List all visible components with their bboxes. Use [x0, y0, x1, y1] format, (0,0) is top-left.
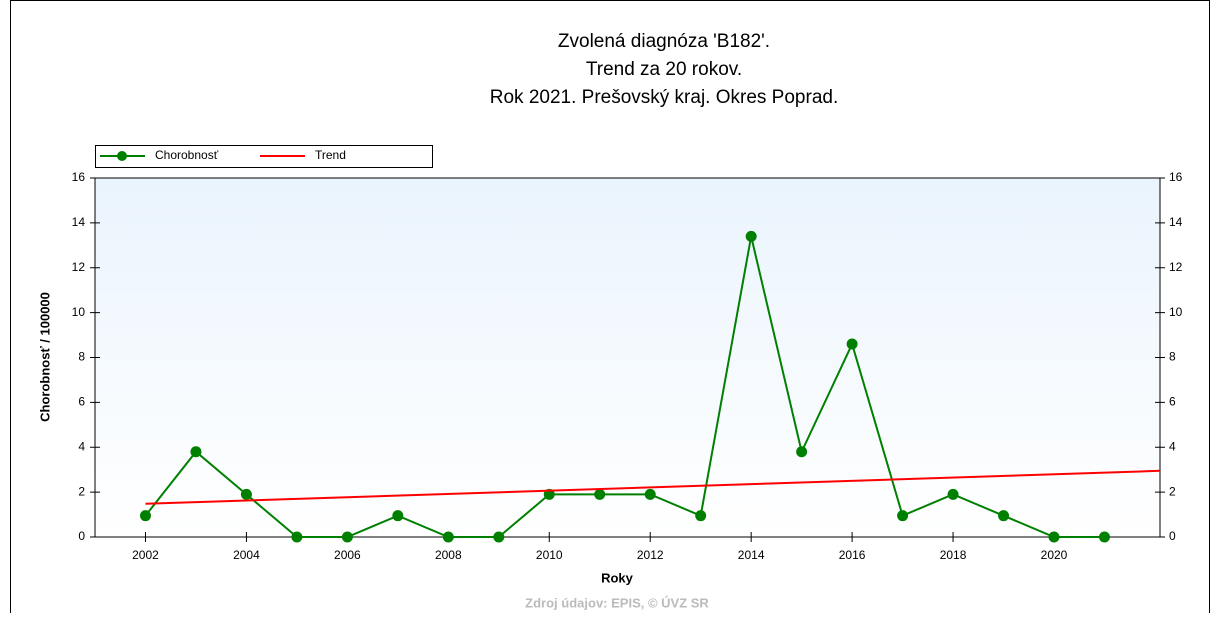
point	[291, 531, 303, 543]
y2-tick-label: 4	[1169, 439, 1176, 453]
y-tick-label: 6	[78, 395, 85, 409]
x-axis-label: Roky	[601, 570, 634, 585]
point	[897, 510, 909, 522]
x-tick-label: 2004	[233, 548, 260, 562]
chart-title: Trend za 20 rokov.	[586, 59, 742, 80]
x-tick-label: 2010	[536, 548, 563, 562]
y2-tick-label: 2	[1169, 484, 1176, 498]
point	[392, 510, 404, 522]
point	[644, 488, 656, 500]
series-line	[145, 469, 1161, 505]
y-tick-label: 0	[78, 529, 85, 543]
y2-tick-label: 14	[1169, 215, 1183, 229]
y-tick-label: 16	[72, 170, 86, 184]
plot-area	[94, 177, 1161, 538]
x-tick-label: 2020	[1041, 548, 1068, 562]
point	[1098, 531, 1110, 543]
point	[594, 488, 606, 500]
x-tick-label: 2012	[637, 548, 664, 562]
point	[493, 531, 505, 543]
point	[442, 531, 454, 543]
y2-tick-label: 0	[1169, 529, 1176, 543]
point	[745, 230, 757, 242]
x-tick-label: 2002	[132, 548, 159, 562]
point	[846, 338, 858, 350]
point	[139, 510, 151, 522]
y-tick-label: 4	[78, 439, 85, 453]
point	[1048, 531, 1060, 543]
point	[341, 531, 353, 543]
y-tick-label: 8	[78, 350, 85, 364]
source: Zdroj údajov: EPIS, © ÚVZ SR	[525, 595, 709, 610]
series-line	[144, 236, 1105, 538]
point	[998, 510, 1010, 522]
legend-label: Trend	[315, 148, 346, 162]
y2-tick-label: 8	[1169, 350, 1176, 364]
x-tick-label: 2008	[435, 548, 462, 562]
point	[947, 488, 959, 500]
x-tick-label: 2006	[334, 548, 361, 562]
x-tick-label: 2018	[940, 548, 967, 562]
point	[240, 488, 252, 500]
x-tick-label: 2014	[738, 548, 765, 562]
y-tick-label: 10	[72, 305, 86, 319]
y-tick-label: 12	[72, 260, 86, 274]
chart-title: Zvolená diagnóza 'B182'.	[558, 31, 770, 52]
y2-tick-label: 12	[1169, 260, 1183, 274]
point	[695, 510, 707, 522]
y-tick-label: 14	[72, 215, 86, 229]
y2-tick-label: 10	[1169, 305, 1183, 319]
y2-tick-label: 16	[1169, 170, 1183, 184]
legend-marker	[117, 151, 127, 161]
y2-tick-label: 6	[1169, 395, 1176, 409]
legend-label: Chorobnosť	[155, 148, 219, 162]
chart-title: Rok 2021. Prešovský kraj. Okres Poprad.	[490, 87, 838, 108]
x-tick-label: 2016	[839, 548, 866, 562]
y-tick-label: 2	[78, 484, 85, 498]
point	[796, 446, 808, 458]
point	[190, 446, 202, 458]
y-axis-label: Chorobnosť / 100000	[37, 292, 52, 422]
